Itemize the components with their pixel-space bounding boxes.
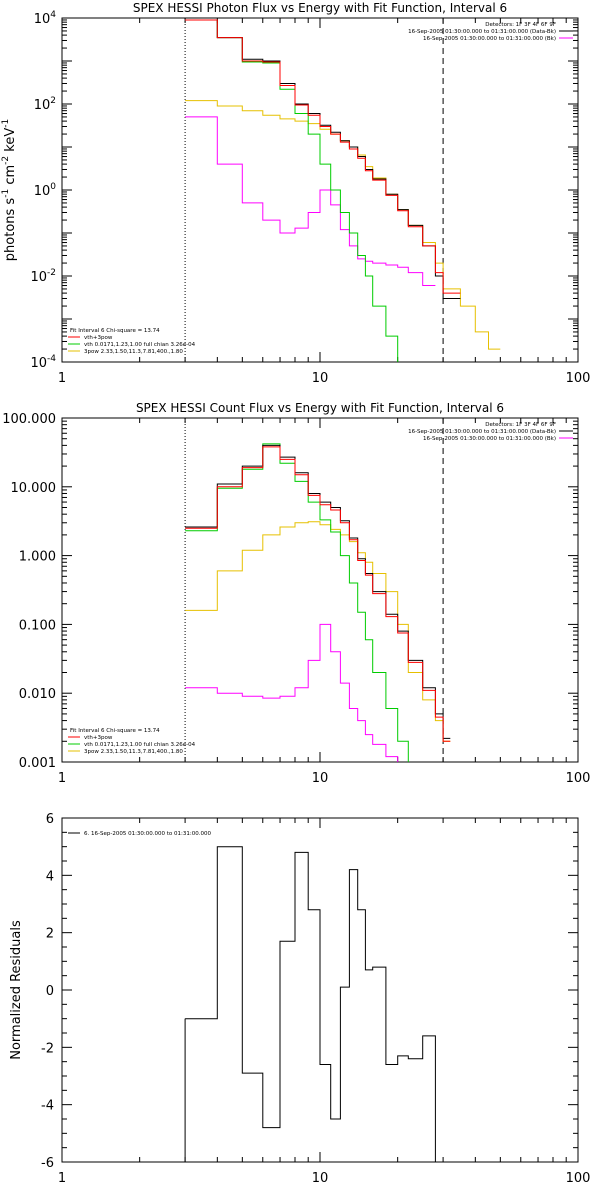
y-tick-label: -4 [41, 1099, 54, 1114]
legend-bottom-entry: vth+3pow [84, 335, 113, 341]
y-axis-label-exponent: -2 [1, 156, 11, 165]
legend-top-entry: 16-Sep-2005 01:30:00.000 to 01:31:00.000… [408, 29, 556, 35]
x-tick-label: 100 [566, 771, 591, 786]
legend-top-entry: Detectors: 1F 3F 4F 6F 9F [485, 22, 556, 28]
legend-bottom-entry: vth 0.0171,1.23,1.00 full chian 3.26e-04 [84, 342, 196, 348]
chart-panel-2: SPEX HESSI Count Flux vs Energy with Fit… [2, 401, 590, 786]
y-axis-label: Normalized Residuals [9, 920, 24, 1060]
y-axis-label-part: photons s [3, 198, 18, 262]
series-bk [185, 116, 436, 286]
y-tick-label: 100.000 [2, 412, 56, 427]
y-tick-exponent: 0 [50, 182, 56, 192]
legend-top-entry: Detectors: 1F 3F 4F 6F 9F [485, 422, 556, 428]
y-tick-label: 0 [46, 984, 54, 999]
y-tick-label: 4 [46, 869, 54, 884]
series-vth [185, 19, 399, 362]
y-tick-label: 2 [46, 927, 54, 942]
legend-entry: 6. 16-Sep-2005 01:30:00.000 to 01:31:00.… [84, 831, 211, 837]
plot-frame [61, 417, 579, 763]
x-tick-label: 100 [566, 371, 591, 386]
y-tick-label: 0.001 [19, 756, 56, 771]
y-axis-label: photons s-1 cm-2 keV-1 [1, 119, 18, 261]
x-tick-label: 1 [58, 1171, 66, 1186]
series-vth [185, 443, 409, 762]
y-tick-label: 10-2 [30, 268, 56, 285]
series-fit [185, 19, 461, 294]
y-tick-label: 102 [34, 96, 56, 113]
series-fit [185, 446, 451, 742]
y-tick-label: 10.000 [11, 481, 57, 496]
series-bk [185, 623, 399, 762]
y-tick-exponent: 4 [50, 10, 56, 20]
series-bpow [185, 521, 451, 742]
y-tick-label: 1.000 [19, 550, 56, 565]
legend-bottom-entry: vth+3pow [84, 735, 113, 741]
chart-title: SPEX HESSI Photon Flux vs Energy with Fi… [133, 1, 507, 15]
y-axis-label-exponent: -1 [1, 119, 11, 128]
series-total [185, 444, 451, 739]
legend-top-entry: 16-Sep-2005 01:30:00.000 to 01:31:00.000… [423, 36, 556, 42]
series-group [184, 846, 444, 1162]
y-tick-label: 10-4 [30, 354, 56, 371]
y-tick-exponent: -4 [47, 354, 56, 364]
y-tick-label: 0.100 [19, 618, 56, 633]
legend-top-entry: 16-Sep-2005 01:30:00.000 to 01:31:00.000… [423, 436, 556, 442]
legend-bottom-entry: 3pow 2.33,1.50,11.3,7.81,400.,1.80 [84, 749, 183, 755]
y-tick-label: 100 [34, 182, 57, 199]
y-tick-label: 104 [34, 10, 57, 27]
y-axis-label-exponent: -1 [1, 189, 11, 198]
x-tick-label: 1 [58, 371, 66, 386]
y-tick-label: 0.010 [19, 687, 56, 702]
series-total [185, 846, 444, 1162]
legend-top-entry: 16-Sep-2005 01:30:00.000 to 01:31:00.000… [408, 429, 556, 435]
y-axis-label-part: cm [3, 165, 18, 189]
chart-panel-1: SPEX HESSI Photon Flux vs Energy with Fi… [1, 1, 590, 386]
series-bpow [185, 100, 501, 350]
legend-bottom-entry: Fit Interval 6 Chi-square = 13.74 [70, 328, 160, 334]
legend-bottom-entry: vth 0.0171,1.23,1.00 full chian 3.26e-04 [84, 742, 196, 748]
series-group [185, 19, 501, 362]
y-tick-label: 6 [46, 812, 54, 827]
chart-panel-3: 1 10 100 -6 -4 -2 0 2 4 6 Normalized Residuals 6. 1… [9, 812, 590, 1186]
y-tick-label: -2 [41, 1041, 54, 1056]
legend-bottom-entry: Fit Interval 6 Chi-square = 13.74 [70, 728, 160, 734]
y-tick-label: -6 [41, 1156, 54, 1171]
series-total [185, 19, 461, 299]
x-tick-label: 10 [312, 1171, 329, 1186]
x-tick-label: 10 [312, 371, 329, 386]
legend-bottom-entry: 3pow 2.33,1.50,11.3,7.81,400.,1.80 [84, 349, 183, 355]
x-tick-label: 1 [58, 771, 66, 786]
x-tick-label: 10 [312, 771, 329, 786]
chart-title: SPEX HESSI Count Flux vs Energy with Fit… [136, 401, 504, 415]
x-tick-label: 100 [566, 1171, 591, 1186]
series-group [185, 443, 451, 762]
y-tick-exponent: -2 [47, 268, 56, 278]
y-axis-label-part: keV [3, 128, 18, 156]
y-tick-exponent: 2 [50, 96, 56, 106]
